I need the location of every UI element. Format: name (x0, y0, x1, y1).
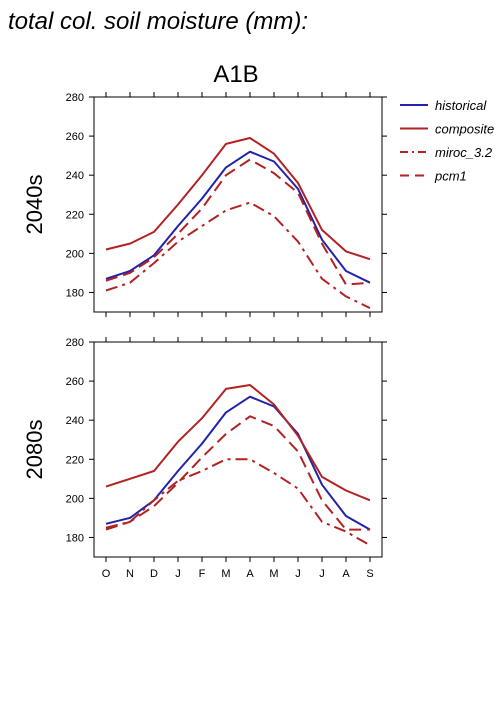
y-tick-label: 220 (66, 209, 84, 221)
x-tick-label: F (199, 568, 206, 580)
y-tick-label: 180 (66, 532, 84, 544)
legend: historical composite miroc_3.2 pcm1 (400, 98, 494, 184)
y-tick-label: 240 (66, 415, 84, 427)
series-line-composite (105, 137, 371, 261)
series-line-miroc-3-2 (105, 201, 371, 309)
panel-label: 2080s (22, 420, 47, 480)
x-tick-label: A (246, 568, 254, 580)
x-tick-label: O (102, 568, 111, 580)
scenario-title: A1B (213, 61, 258, 88)
x-tick-label: J (295, 568, 301, 580)
series-line-pcm1 (105, 158, 371, 286)
x-tick-label: A (342, 568, 350, 580)
y-tick-label: 220 (66, 454, 84, 466)
series-line-composite (105, 384, 371, 502)
y-tick-label: 260 (66, 376, 84, 388)
series-line-miroc-3-2 (105, 458, 371, 547)
y-tick-label: 260 (66, 131, 84, 143)
legend-label: historical (435, 98, 487, 113)
x-tick-label: J (175, 568, 181, 580)
x-tick-label: M (269, 568, 278, 580)
y-tick-label: 180 (66, 287, 84, 299)
x-tick-label: J (319, 568, 325, 580)
x-tick-label: M (221, 568, 230, 580)
plot-frame (93, 96, 383, 313)
x-tick-label: S (366, 568, 373, 580)
page-title: total col. soil moisture (mm): (8, 8, 309, 35)
y-tick-label: 240 (66, 170, 84, 182)
y-tick-label: 200 (66, 493, 84, 505)
x-tick-label: D (150, 568, 158, 580)
panel-2040s: 180 200 220 240 260 280 2040s (22, 92, 387, 317)
legend-label: miroc_3.2 (435, 145, 493, 160)
panel-2080s: 180 200 220 240 260 280 O N D J F M A M J J A S 2080s (22, 337, 387, 580)
series-line-pcm1 (105, 415, 370, 531)
y-tick-label: 280 (66, 92, 84, 104)
x-tick-label: N (126, 568, 134, 580)
panel-label: 2040s (22, 175, 47, 235)
plot-frame (93, 341, 383, 558)
y-tick-label: 280 (66, 337, 84, 349)
legend-label: composite (435, 122, 494, 137)
series-line-historical (105, 150, 371, 284)
y-tick-label: 200 (66, 248, 84, 260)
legend-label: pcm1 (434, 169, 467, 184)
